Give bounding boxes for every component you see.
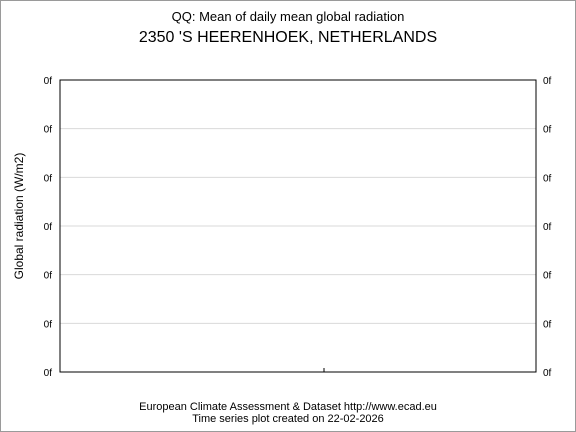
y-axis-label: Global radiation (W/m2)	[12, 153, 26, 280]
y-tick-label-right: 0f	[543, 125, 552, 136]
y-tick-label-right: 0f	[543, 222, 552, 233]
footer-source: European Climate Assessment & Dataset ht…	[139, 401, 437, 413]
y-tick-label-right: 0f	[543, 173, 552, 184]
y-tick-label-left: 0f	[44, 271, 53, 282]
plot-area	[59, 79, 537, 373]
y-tick-label-left: 0f	[44, 173, 53, 184]
y-tick-label-left: 0f	[44, 319, 53, 330]
y-tick-label-left: 0f	[44, 222, 53, 233]
y-tick-label-right: 0f	[543, 76, 552, 87]
y-tick-label-left: 0f	[44, 76, 53, 87]
y-tick-label-right: 0f	[543, 271, 552, 282]
y-tick-label-left: 0f	[44, 368, 53, 379]
footer-created: Time series plot created on 22-02-2026	[192, 413, 384, 425]
chart-title: QQ: Mean of daily mean global radiation	[172, 9, 405, 24]
y-tick-label-left: 0f	[44, 125, 53, 136]
y-tick-labels-right: 0f 0f 0f 0f 0f 0f 0f	[543, 76, 552, 379]
chart-subtitle: 2350 'S HEERENHOEK, NETHERLANDS	[139, 29, 437, 46]
y-tick-label-right: 0f	[543, 319, 552, 330]
y-tick-labels-left: 0f 0f 0f 0f 0f 0f 0f	[44, 76, 53, 379]
grid-lines	[60, 128, 536, 324]
y-tick-label-right: 0f	[543, 368, 552, 379]
